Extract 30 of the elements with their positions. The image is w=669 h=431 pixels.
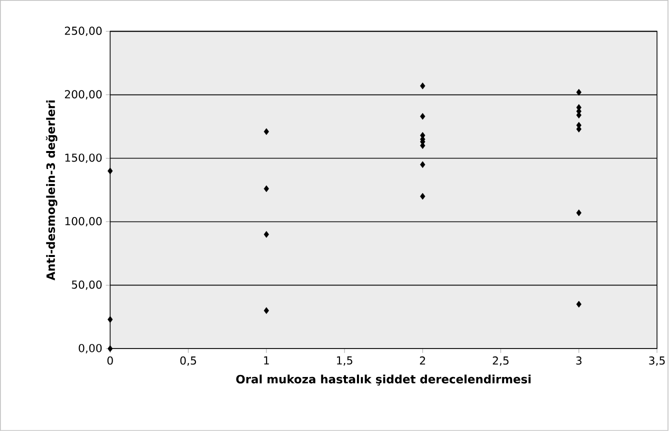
point	[264, 231, 269, 238]
x-axis-title: Oral mukoza hastalık şiddet derecelendirmesi	[236, 374, 531, 386]
y-tick-label: 50,00	[72, 280, 102, 290]
point	[420, 82, 426, 90]
point	[108, 316, 113, 323]
x-tick-label: 1	[264, 356, 269, 364]
x-tick-label: 0,5	[180, 356, 196, 366]
x-tick-label: 2	[420, 356, 426, 365]
y-tick-label: 250,00	[64, 26, 102, 36]
point	[576, 210, 582, 216]
point	[420, 193, 426, 200]
point	[264, 307, 269, 314]
point	[108, 168, 113, 174]
y-tick-label: 200,00	[64, 90, 102, 100]
x-tick-label: 0	[107, 356, 113, 365]
y-axis-title: Anti-desmoglein-3 değerleri	[46, 100, 58, 280]
y-tick-label: 150,00	[65, 154, 102, 164]
point	[264, 185, 269, 192]
y-tick-label: 0,00	[78, 344, 102, 354]
point	[576, 300, 582, 308]
x-tick-label: 2,5	[492, 356, 508, 366]
x-tick-label: 1,5	[337, 356, 352, 366]
point	[420, 113, 426, 120]
x-tick-label: 3	[576, 356, 582, 365]
point	[576, 88, 582, 96]
x-tick-label: 3,5	[649, 356, 665, 366]
point	[264, 128, 269, 136]
y-tick-label: 100,00	[65, 217, 102, 226]
point	[108, 345, 113, 352]
point	[420, 161, 426, 168]
